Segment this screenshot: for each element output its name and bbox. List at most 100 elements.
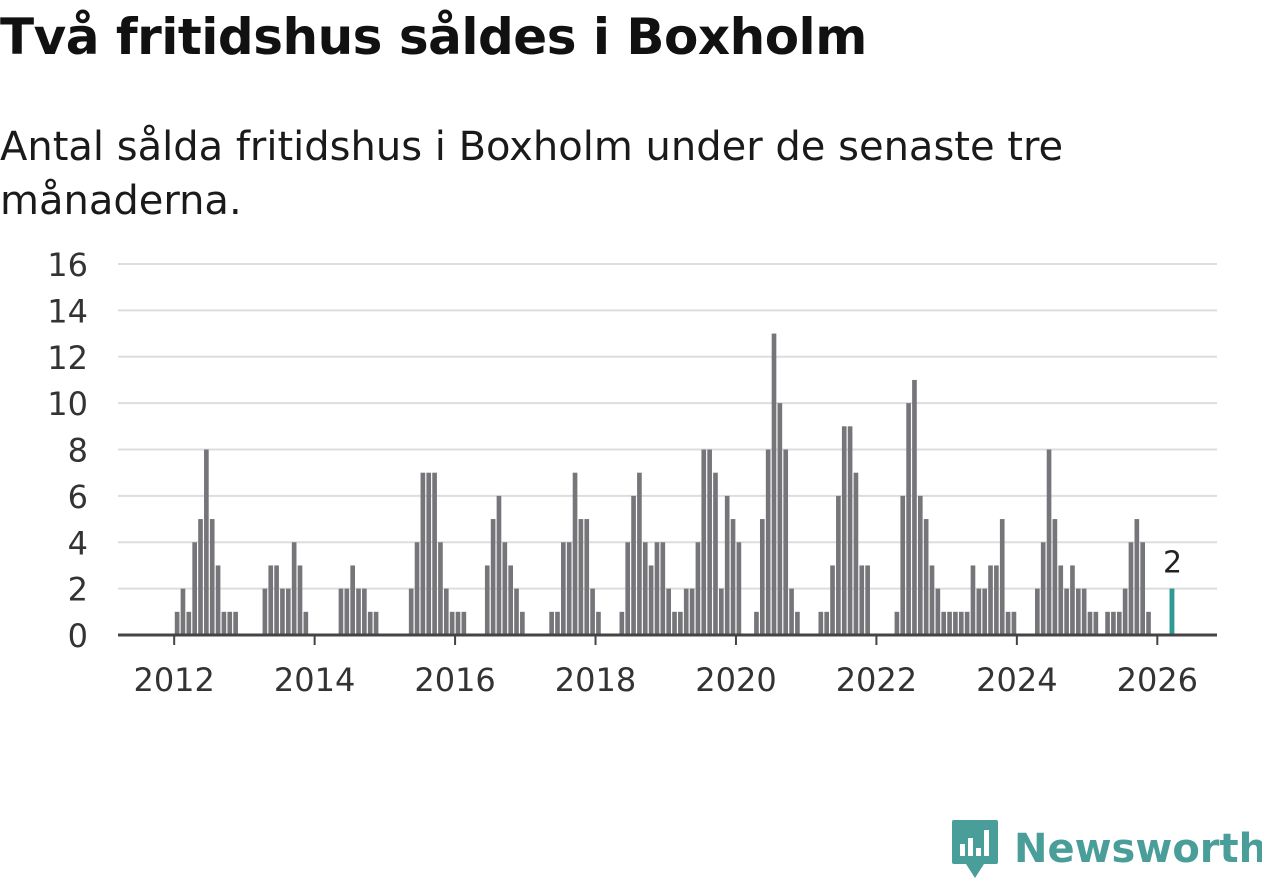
bar [929, 565, 935, 635]
bar [578, 519, 584, 635]
bar [695, 542, 701, 635]
bar [490, 519, 496, 635]
bar [186, 611, 192, 635]
bar [520, 611, 525, 635]
bar [455, 611, 461, 635]
bar [356, 588, 361, 635]
y-tick-label: 2 [68, 571, 88, 609]
bar [555, 611, 560, 635]
bar [449, 611, 455, 635]
bar [1140, 542, 1146, 635]
bar [590, 588, 595, 635]
bar [227, 611, 233, 635]
bar [1087, 611, 1093, 635]
bar [1005, 611, 1011, 635]
bar [847, 426, 853, 635]
bar [642, 542, 648, 635]
bar [935, 588, 941, 635]
bar [502, 542, 508, 635]
bar [344, 588, 350, 635]
bar [1075, 588, 1081, 635]
bar [1011, 611, 1017, 635]
bar [561, 542, 566, 635]
bar [1111, 611, 1116, 635]
bar [853, 472, 859, 635]
y-axis-ticks: 0 2 4 6 8 10 12 14 16 [47, 246, 88, 655]
bar [941, 611, 947, 635]
bar [724, 495, 730, 635]
data-labels: 2 [1163, 546, 1182, 581]
bar [1046, 449, 1052, 635]
bar [689, 588, 695, 635]
x-tick-label: 2022 [836, 661, 917, 699]
x-tick-label: 2024 [976, 661, 1057, 699]
bar [736, 542, 742, 635]
bar [836, 495, 841, 635]
x-tick-label: 2012 [133, 661, 214, 699]
bar [584, 519, 590, 635]
y-tick-label: 16 [47, 246, 88, 284]
bar [508, 565, 513, 635]
bar [420, 472, 426, 635]
bar [362, 588, 367, 635]
bar [233, 611, 238, 635]
bar [824, 611, 829, 635]
bar [648, 565, 654, 635]
bar [789, 588, 794, 635]
bar [1064, 588, 1069, 635]
bar [999, 519, 1005, 635]
bar [900, 495, 906, 635]
bar [1146, 611, 1151, 635]
bar [1093, 611, 1099, 635]
newsworthy-logo-icon [952, 820, 998, 878]
bar [947, 611, 952, 635]
highlight-bar [1169, 588, 1175, 635]
bar [1134, 519, 1140, 635]
y-tick-label: 8 [68, 432, 88, 470]
bar [953, 611, 958, 635]
bar [438, 542, 443, 635]
x-tick-label: 2014 [274, 661, 355, 699]
bar [350, 565, 355, 635]
bar [976, 588, 982, 635]
bar [443, 588, 449, 635]
bar [1122, 588, 1128, 635]
bar [830, 565, 835, 635]
bar [268, 565, 274, 635]
bar [262, 588, 268, 635]
bar [783, 449, 789, 635]
bar [818, 611, 824, 635]
bar [1105, 611, 1110, 635]
bar [1058, 565, 1064, 635]
bar [215, 565, 221, 635]
bar [994, 565, 999, 635]
brand-name: Newsworthy [1014, 826, 1262, 872]
x-tick-label: 2016 [414, 661, 495, 699]
bar [625, 542, 631, 635]
bar [619, 611, 625, 635]
bar [730, 519, 736, 635]
bar [297, 565, 303, 635]
bar [1116, 611, 1122, 635]
bar [549, 611, 554, 635]
bar [192, 542, 197, 635]
bar [894, 611, 900, 635]
bar [221, 611, 227, 635]
bar [865, 565, 870, 635]
bar [759, 519, 765, 635]
bar [917, 495, 923, 635]
bar [174, 611, 180, 635]
bars [174, 333, 1175, 635]
bar [906, 403, 911, 635]
bar [1035, 588, 1040, 635]
bar [285, 588, 291, 635]
bar [496, 495, 502, 635]
bar [408, 588, 414, 635]
y-tick-label: 0 [68, 617, 88, 655]
bar [1052, 519, 1058, 635]
bar [209, 519, 215, 635]
bar [180, 588, 186, 635]
bar [771, 333, 777, 635]
bar [672, 611, 677, 635]
